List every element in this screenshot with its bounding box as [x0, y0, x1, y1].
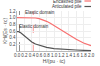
svg-text:0.4: 0.4: [9, 35, 16, 40]
svg-text:0.6: 0.6: [36, 53, 43, 58]
svg-text:0.0: 0.0: [14, 53, 21, 58]
svg-text:0.4: 0.4: [29, 53, 36, 58]
svg-text:Elastic domain: Elastic domain: [19, 24, 49, 29]
svg-text:0.8: 0.8: [9, 22, 16, 27]
svg-text:1.8: 1.8: [80, 53, 87, 58]
svg-text:1.2: 1.2: [58, 53, 65, 58]
svg-text:0.8: 0.8: [43, 53, 50, 58]
svg-text:KH/(Es · ℓc): KH/(Es · ℓc): [2, 18, 8, 44]
svg-text:1.4: 1.4: [66, 53, 73, 58]
svg-text:0.2: 0.2: [9, 42, 16, 47]
svg-text:H/(pu · ℓc): H/(pu · ℓc): [43, 58, 66, 64]
svg-text:1.0: 1.0: [9, 15, 16, 20]
svg-text:Encastred pile: Encastred pile: [53, 0, 82, 4]
svg-text:1.0: 1.0: [51, 53, 58, 58]
svg-text:Elastic domain: Elastic domain: [25, 10, 55, 15]
svg-text:1.2: 1.2: [9, 9, 16, 14]
svg-text:2.0: 2.0: [88, 53, 95, 58]
svg-text:Articulated pile: Articulated pile: [52, 4, 82, 9]
svg-text:1.6: 1.6: [73, 53, 80, 58]
svg-text:0.6: 0.6: [9, 29, 16, 34]
svg-text:0.2: 0.2: [21, 53, 28, 58]
